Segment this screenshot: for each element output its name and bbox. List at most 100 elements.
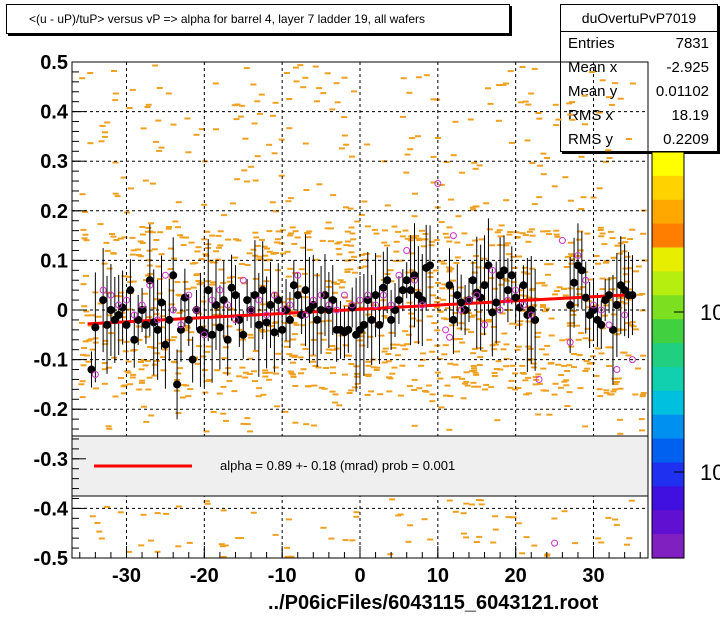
scatter-dash xyxy=(135,325,142,328)
color-scale-segment xyxy=(652,199,684,225)
scatter-dash xyxy=(442,394,449,397)
scatter-dash xyxy=(310,360,316,363)
scatter-dash xyxy=(343,143,350,146)
color-scale-segment xyxy=(652,438,684,464)
scatter-dash xyxy=(582,370,589,372)
data-point-open xyxy=(294,271,302,279)
scatter-dash xyxy=(404,237,411,240)
scatter-dash xyxy=(428,240,435,243)
scatter-dash xyxy=(422,238,429,241)
scatter-dash xyxy=(319,239,326,242)
scatter-dash xyxy=(573,324,580,327)
scatter-dash xyxy=(203,430,210,433)
scatter-dash xyxy=(104,291,111,294)
scatter-dash xyxy=(495,360,502,363)
data-point-filled xyxy=(114,310,123,319)
scatter-dash xyxy=(595,262,601,265)
data-point-filled xyxy=(328,296,337,305)
scatter-dash xyxy=(285,275,292,278)
scatter-dash xyxy=(535,331,542,334)
scatter-dash xyxy=(212,82,219,85)
scatter-dash xyxy=(183,329,190,332)
data-point-filled xyxy=(180,293,189,302)
color-scale-segment xyxy=(652,390,684,416)
scatter-dash xyxy=(177,294,183,297)
scatter-dash xyxy=(381,361,388,364)
scatter-dash xyxy=(525,240,532,243)
data-point-filled xyxy=(359,320,368,329)
scatter-dash xyxy=(629,228,636,231)
scatter-dash xyxy=(452,363,459,366)
data-point-open xyxy=(403,246,411,254)
scatter-dash xyxy=(186,338,193,341)
data-point-filled xyxy=(313,315,322,324)
scatter-dash xyxy=(621,328,627,331)
scatter-dash xyxy=(80,228,87,231)
scatter-dash xyxy=(582,337,589,340)
scatter-dash xyxy=(290,373,296,376)
scatter-dash xyxy=(266,378,273,381)
scatter-dash xyxy=(325,221,332,224)
data-point-filled xyxy=(468,276,477,285)
data-point-filled xyxy=(87,365,96,374)
scatter-dash xyxy=(473,255,480,257)
scatter-dash xyxy=(616,328,623,331)
scatter-dash xyxy=(442,344,449,347)
scatter-dash xyxy=(144,335,151,338)
scatter-dash xyxy=(406,301,413,304)
scatter-dash xyxy=(561,287,568,290)
scatter-dash xyxy=(539,281,546,284)
scatter-dash xyxy=(89,348,96,351)
scatter-dash xyxy=(397,513,404,516)
data-point-filled xyxy=(200,328,209,337)
data-point-filled xyxy=(519,281,528,290)
scatter-dash xyxy=(635,367,642,370)
scatter-dash xyxy=(385,360,392,363)
scatter-dash xyxy=(431,322,438,325)
scatter-dash xyxy=(139,242,146,244)
scatter-dash xyxy=(470,261,477,264)
scatter-dash xyxy=(523,536,530,539)
scatter-dash xyxy=(519,552,526,555)
data-point-filled xyxy=(363,296,372,305)
scatter-dash xyxy=(310,338,317,341)
scatter-dash xyxy=(447,395,454,397)
scatter-dash xyxy=(460,532,467,535)
data-point-open xyxy=(387,301,395,309)
scatter-dash xyxy=(446,226,453,229)
data-point-filled xyxy=(173,380,182,389)
scatter-dash xyxy=(120,392,127,395)
scatter-dash xyxy=(438,260,445,263)
scatter-dash xyxy=(146,259,153,262)
color-scale-segment xyxy=(652,295,684,320)
scatter-dash xyxy=(456,327,463,330)
scatter-dash xyxy=(341,134,348,137)
scatter-dash xyxy=(589,71,596,73)
scatter-dash xyxy=(129,236,136,239)
scatter-dash xyxy=(375,255,382,258)
scatter-dash xyxy=(407,524,414,527)
scatter-dash xyxy=(512,388,519,391)
scatter-dash xyxy=(125,550,132,553)
scatter-dash xyxy=(169,339,176,342)
scatter-dash xyxy=(391,366,398,369)
scatter-dash xyxy=(180,383,187,386)
scatter-dash xyxy=(87,338,94,341)
scatter-dash xyxy=(256,387,263,390)
scatter-dash xyxy=(413,341,420,344)
scatter-dash xyxy=(421,518,428,521)
scatter-dash xyxy=(159,315,166,318)
stats-row-rms-y: RMS y 0.2209 xyxy=(561,128,717,152)
scatter-dash xyxy=(139,226,146,228)
scatter-dash xyxy=(261,245,268,248)
scatter-dash xyxy=(576,238,583,241)
scatter-dash xyxy=(117,339,124,342)
scatter-dash xyxy=(365,373,372,376)
data-point-open xyxy=(621,311,629,319)
scatter-dash xyxy=(553,233,560,236)
data-point-filled xyxy=(106,306,115,314)
scatter-dash xyxy=(168,303,175,306)
scatter-dash xyxy=(215,246,222,249)
data-point-open xyxy=(551,539,559,547)
scatter-dash xyxy=(470,352,477,355)
